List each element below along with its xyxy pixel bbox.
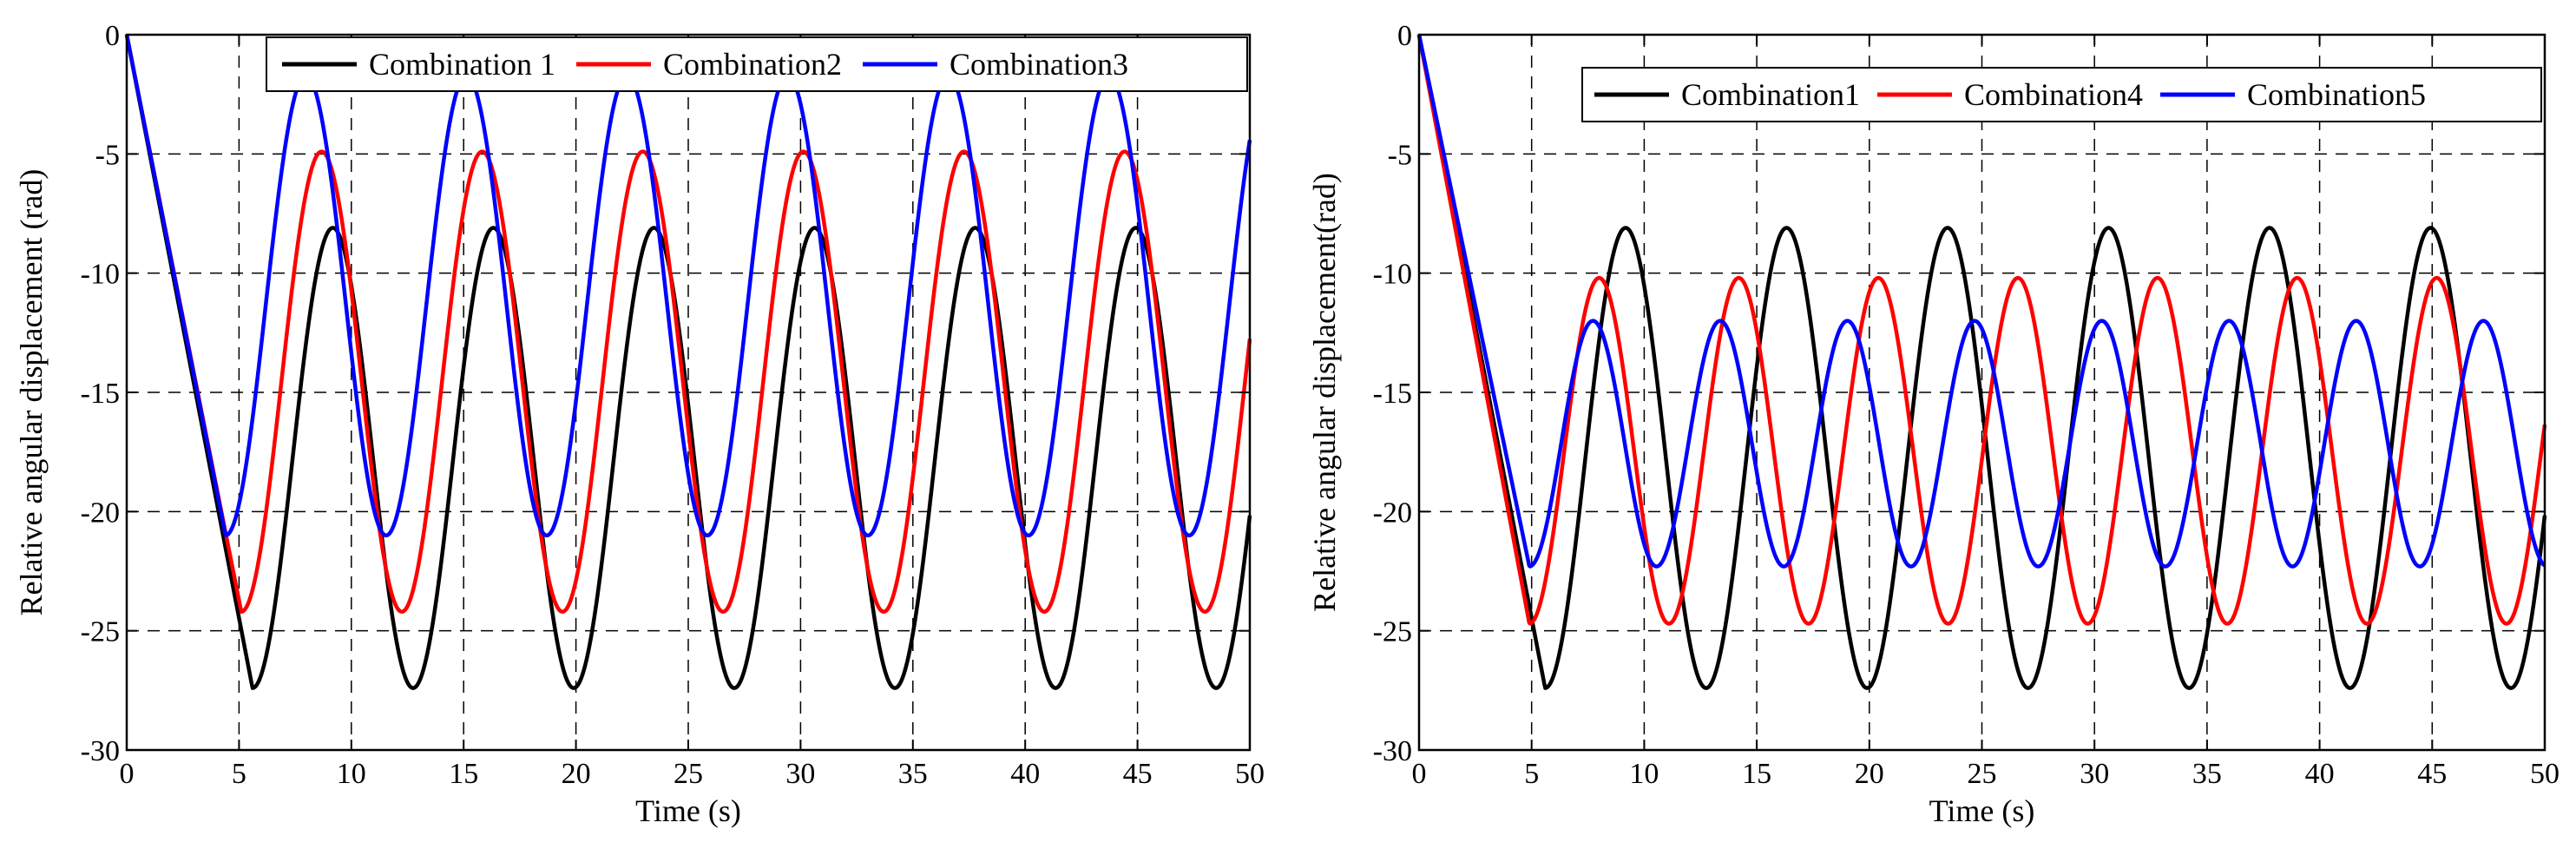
x-tick-label: 15: [1742, 758, 1771, 790]
left-chart-panel: 0 5 10 15 20 25 30 35 40 45 50 0 -5 -10 -15 -20 -25 -30 Ti…: [14, 20, 1265, 828]
y-tick-label: -30: [81, 735, 120, 767]
y-tick-label: -20: [81, 497, 120, 529]
legend: Combination 1 Combination2 Combination3: [266, 36, 1248, 92]
x-tick-label: 10: [1629, 758, 1659, 790]
right-chart-panel: 0 5 10 15 20 25 30 35 40 45 50 0 -5 -10 -15 -20 -25 -30 Ti…: [1307, 20, 2560, 828]
y-tick-label: -5: [95, 139, 120, 171]
y-tick-label: -15: [81, 378, 120, 410]
x-tick-label: 30: [2080, 758, 2109, 790]
y-tick-label: 0: [105, 20, 120, 52]
legend-label: Combination 1: [369, 47, 555, 82]
x-tick-label: 30: [785, 758, 815, 790]
x-tick-label: 25: [1968, 758, 1997, 790]
x-tick-label: 0: [120, 758, 135, 790]
x-axis-title: Time (s): [635, 793, 741, 828]
x-tick-label: 25: [674, 758, 703, 790]
y-tick-label: -25: [81, 616, 120, 648]
y-tick-label: -15: [1373, 378, 1412, 410]
legend-label: Combination2: [663, 47, 842, 82]
y-tick-label: 0: [1397, 20, 1412, 52]
x-tick-label: 35: [898, 758, 928, 790]
x-tick-label: 5: [232, 758, 246, 790]
x-tick-label: 15: [449, 758, 478, 790]
x-tick-label: 10: [337, 758, 366, 790]
x-tick-label: 45: [1123, 758, 1153, 790]
x-tick-label: 50: [2530, 758, 2560, 790]
x-tick-label: 40: [2305, 758, 2335, 790]
y-tick-label: -30: [1373, 735, 1412, 767]
legend-label: Combination1: [1681, 77, 1860, 112]
legend-box: [266, 36, 1248, 92]
series-line-combination5: [1416, 34, 2546, 569]
x-tick-label: 0: [1412, 758, 1427, 790]
x-tick-label: 20: [1855, 758, 1884, 790]
series-line-combination4: [1416, 34, 2547, 626]
y-axis-title: Relative angular displacement(rad): [1307, 173, 1342, 612]
y-tick-label: -10: [1373, 259, 1412, 291]
x-axis-title: Time (s): [1929, 793, 2035, 828]
x-tick-label: 50: [1235, 758, 1265, 790]
x-tick-label: 45: [2417, 758, 2447, 790]
y-tick-label: -25: [1373, 616, 1412, 648]
x-tick-label: 35: [2192, 758, 2222, 790]
legend-label: Combination3: [950, 47, 1128, 82]
x-tick-label: 20: [562, 758, 591, 790]
y-axis-title: Relative angular displacement (rad): [14, 169, 49, 616]
legend: Combination1 Combination4 Combination5: [1581, 67, 2542, 122]
legend-box: [1581, 67, 2542, 122]
x-tick-label: 5: [1524, 758, 1539, 790]
legend-label: Combination5: [2247, 77, 2426, 112]
y-tick-label: -5: [1388, 139, 1412, 171]
y-tick-label: -20: [1373, 497, 1412, 529]
series-line-combination2: [124, 34, 1252, 614]
x-tick-label: 40: [1010, 758, 1040, 790]
legend-label: Combination4: [1964, 77, 2143, 112]
y-tick-label: -10: [81, 259, 120, 291]
series-line-combination-1: [124, 34, 1252, 690]
